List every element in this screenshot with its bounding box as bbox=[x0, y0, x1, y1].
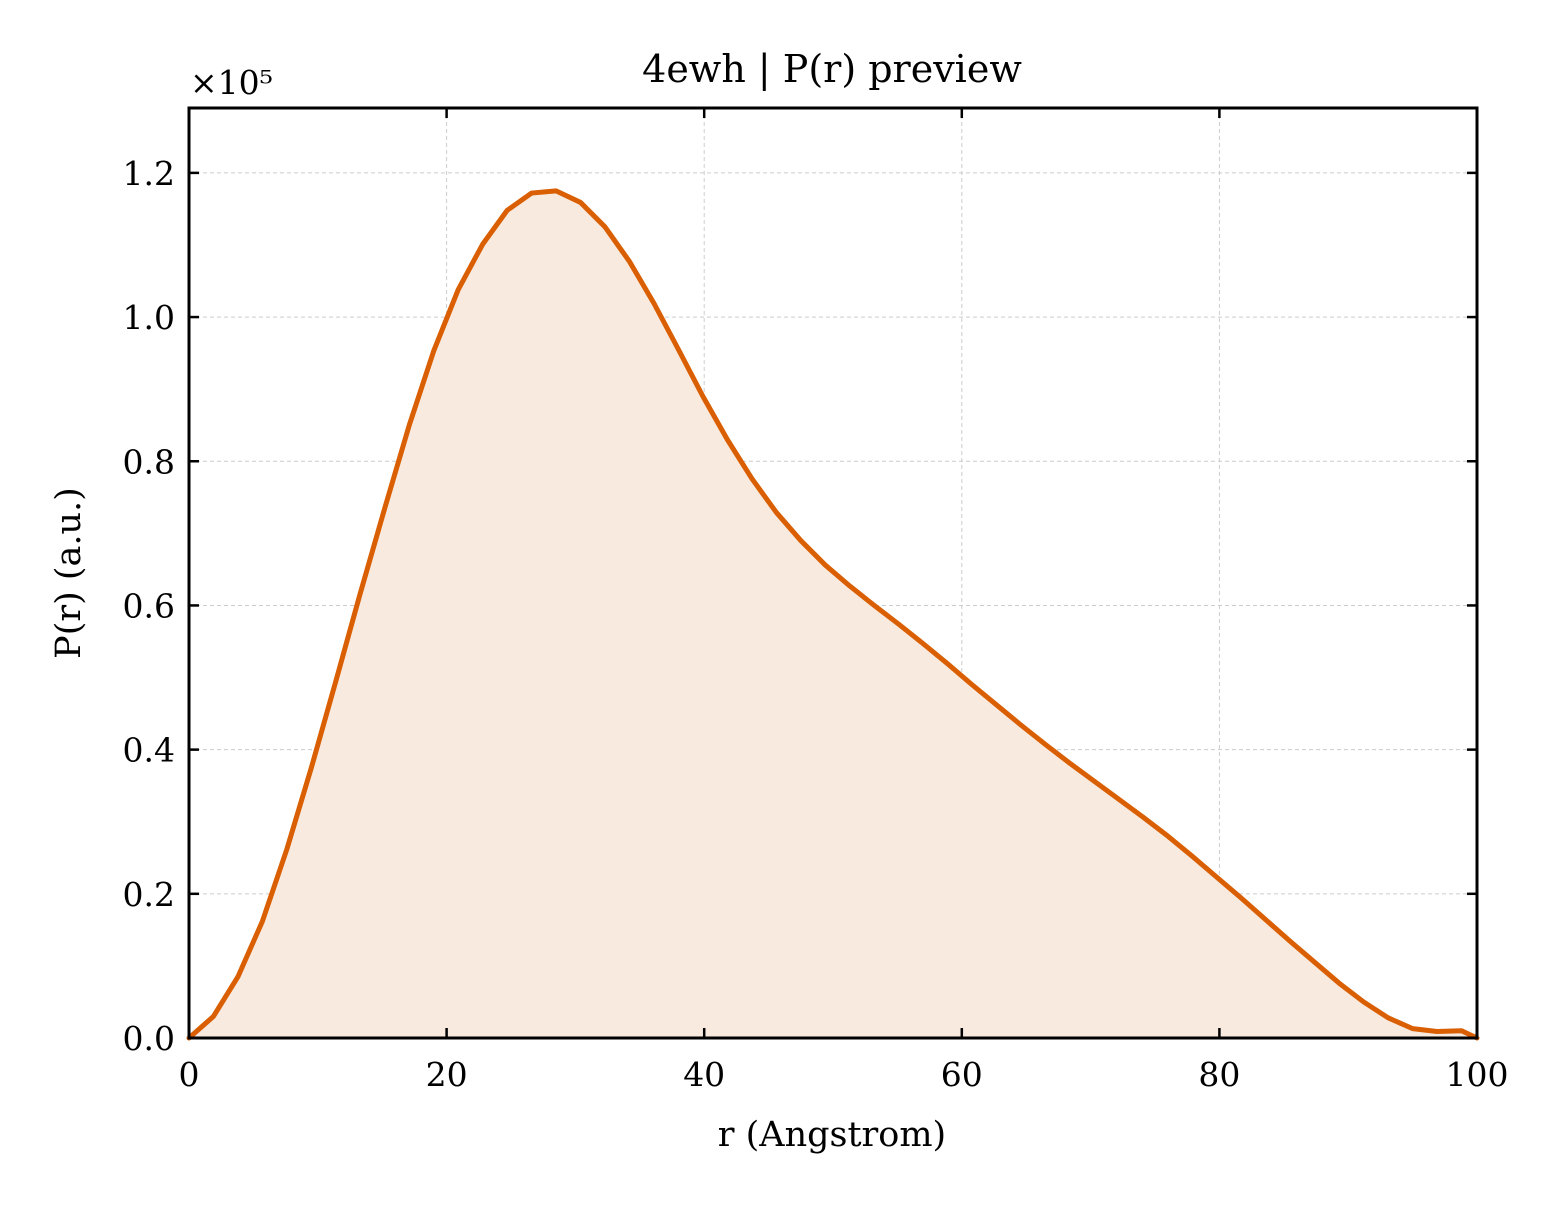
data-area-layer bbox=[189, 190, 1477, 1038]
data-line-layer bbox=[186, 188, 1480, 1041]
x-tick-label: 100 bbox=[1446, 1055, 1509, 1094]
y-tick-label: 0.2 bbox=[123, 875, 175, 914]
x-axis-label: r (Angstrom) bbox=[718, 1115, 946, 1155]
y-tick-label: 0.4 bbox=[123, 731, 175, 770]
chart-title: 4ewh | P(r) preview bbox=[642, 47, 1022, 91]
y-tick-label: 0.6 bbox=[123, 586, 175, 625]
y-axis-label: P(r) (a.u.) bbox=[49, 487, 89, 659]
pr-curve-line bbox=[186, 188, 1480, 1041]
y-tick-label: 0.0 bbox=[123, 1019, 175, 1058]
pr-area-fill bbox=[189, 190, 1477, 1038]
y-tick-label: 0.8 bbox=[123, 442, 175, 481]
y-tick-label: 1.0 bbox=[123, 298, 175, 337]
x-tick-label: 0 bbox=[179, 1055, 200, 1094]
x-tick-label: 20 bbox=[426, 1055, 468, 1094]
y-tick-label: 1.2 bbox=[123, 154, 175, 193]
plot-frame bbox=[187, 106, 1479, 1040]
y-axis-multiplier: ×10⁵ bbox=[190, 63, 273, 102]
x-tick-label: 40 bbox=[683, 1055, 725, 1094]
x-tick-label: 80 bbox=[1198, 1055, 1240, 1094]
x-tick-label: 60 bbox=[941, 1055, 983, 1094]
axis-ticks: 0 20 40 60 80 100 0.0 0.2 0.4 0.6 0.8 1.0 1.2 bbox=[123, 108, 1509, 1094]
